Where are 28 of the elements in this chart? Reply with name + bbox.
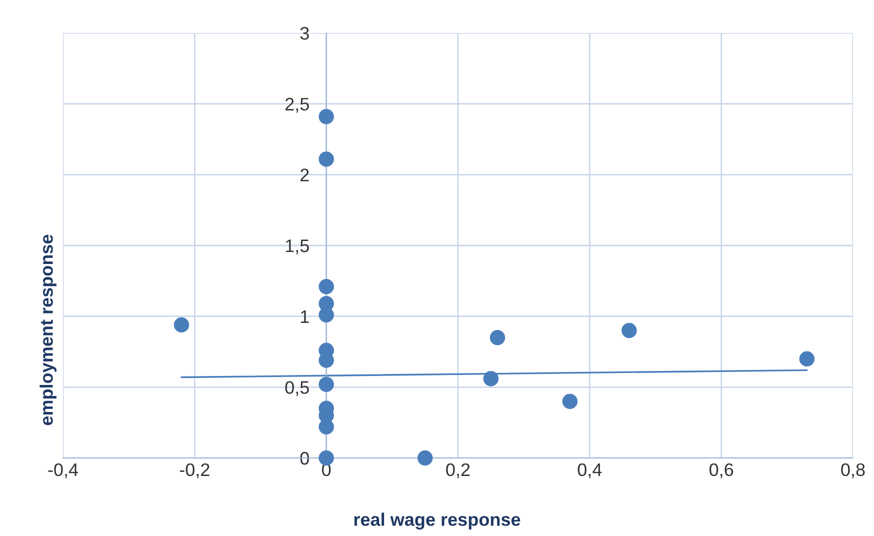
y-axis-title: employment response — [40, 234, 56, 426]
y-tick-label: 3 — [300, 26, 309, 40]
point — [318, 151, 334, 167]
point — [318, 419, 334, 434]
point — [799, 351, 815, 366]
point — [622, 322, 637, 338]
y-tick-label: 1 — [301, 310, 309, 323]
point — [318, 108, 334, 124]
y-tick-label: 2 — [300, 168, 309, 182]
x-tick-label: -0,2 — [180, 463, 210, 478]
x-tick-label: 0,6 — [709, 463, 734, 478]
point — [318, 450, 334, 466]
x-tick-label: 0,2 — [446, 463, 470, 478]
y-tick-label: 2,5 — [285, 98, 309, 113]
point — [483, 371, 499, 386]
point — [490, 330, 506, 346]
x-tick-label: 0,4 — [578, 463, 602, 478]
x-tick-label: 0,8 — [841, 463, 865, 478]
point — [318, 376, 334, 392]
point — [417, 450, 433, 466]
point — [318, 278, 334, 294]
x-axis-title: real wage response — [354, 512, 520, 530]
point — [174, 317, 190, 332]
x-tick-label: -0,4 — [48, 463, 78, 478]
point — [318, 307, 334, 323]
y-tick-label: 0,5 — [285, 381, 309, 396]
y-tick-label: 1,5 — [286, 240, 309, 254]
point — [562, 394, 578, 409]
